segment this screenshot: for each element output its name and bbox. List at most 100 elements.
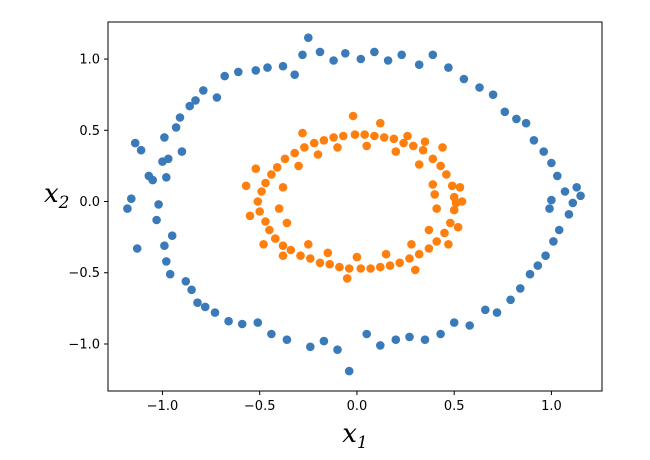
series-1-point-14 [171, 123, 181, 132]
series-2-point-7 [267, 170, 276, 179]
series-1-point-55 [428, 50, 438, 60]
series-1-point-78 [554, 225, 564, 235]
series-1-point-79 [560, 187, 570, 196]
series-2-point-54 [294, 161, 303, 171]
series-2-point-19 [319, 136, 329, 145]
series-1-point-42 [333, 345, 342, 355]
series-1-point-12 [162, 257, 171, 266]
series-1-point-60 [465, 321, 475, 330]
series-2-point-51 [274, 204, 284, 213]
series-2-point-24 [344, 264, 354, 273]
series-2-point-29 [370, 131, 379, 141]
series-1-point-19 [191, 96, 200, 105]
series-1-point-57 [444, 63, 453, 72]
series-2-point-71 [241, 181, 251, 191]
series-1-point-67 [512, 114, 521, 124]
series-2-point-69 [420, 137, 430, 146]
series-1-point-21 [199, 86, 208, 95]
series-1-point-83 [568, 198, 578, 208]
series-2-point-82 [376, 118, 385, 128]
series-1-point-58 [449, 318, 459, 327]
y-tick-label: 0.0 [79, 195, 100, 210]
series-1-point-38 [306, 342, 315, 352]
series-1-point-73 [539, 147, 548, 156]
series-1 [123, 33, 585, 376]
series-1-point-5 [132, 244, 142, 253]
series-1-point-26 [224, 316, 233, 326]
series-2-point-52 [278, 183, 288, 192]
series-2-point-5 [261, 217, 270, 226]
series-1-point-34 [282, 335, 292, 345]
series-1-point-24 [212, 93, 222, 102]
series-2-point-11 [280, 154, 290, 164]
series-1-point-61 [475, 83, 484, 92]
series-2-point-38 [414, 249, 424, 259]
series-1-point-27 [234, 67, 243, 77]
series-2-point-83 [411, 265, 420, 275]
series-1-point-69 [521, 118, 531, 128]
series-1-point-74 [541, 251, 550, 260]
y-tick-label: 0.5 [79, 124, 100, 139]
series-2-point-67 [432, 204, 442, 213]
series-1-point-1 [123, 204, 132, 213]
series-1-point-59 [459, 74, 469, 84]
y-axis-label-subscript: 2 [58, 193, 70, 213]
series-1-point-50 [391, 335, 401, 345]
series-1-point-88 [167, 231, 177, 240]
series-2-point-59 [352, 252, 362, 262]
series-1-point-15 [175, 113, 185, 122]
series-1-point-9 [154, 200, 163, 209]
series-2-point-70 [403, 131, 412, 141]
series-1-point-32 [267, 329, 276, 339]
series-2-point-63 [407, 240, 416, 249]
y-axis-label: x2 [44, 179, 70, 213]
series-2-point-65 [424, 225, 434, 235]
series-2-point-22 [335, 262, 344, 272]
series-2-point-37 [409, 141, 418, 151]
series-2-point-30 [376, 262, 385, 272]
series-1-point-72 [533, 261, 543, 270]
series-1-point-48 [376, 341, 385, 350]
series-2-point-8 [271, 234, 280, 243]
series-2-point-81 [278, 251, 288, 260]
series-1-point-3 [130, 138, 140, 148]
series-2-point-48 [449, 205, 459, 215]
y-tick-label: 1.0 [79, 53, 100, 68]
series-2-point-16 [306, 254, 315, 263]
x-tick-label: −1.0 [147, 399, 179, 414]
series-1-point-39 [315, 47, 325, 57]
x-tick-label: 0.0 [347, 399, 368, 414]
plot-area-frame [107, 21, 603, 392]
series-1-point-82 [576, 191, 585, 201]
series-2-point-28 [366, 264, 375, 273]
series-1-point-53 [414, 60, 424, 69]
series-1-point-16 [181, 277, 191, 286]
series-2-point-26 [356, 264, 366, 273]
series-2-point-9 [272, 163, 282, 172]
series-1-point-29 [251, 66, 261, 75]
series-1-point-47 [370, 47, 379, 57]
series-2-point-39 [418, 145, 428, 155]
series-2-point-77 [453, 222, 463, 232]
series-2-point-72 [245, 211, 255, 221]
series-2-point-27 [360, 130, 370, 139]
series-1-point-80 [564, 210, 574, 219]
series-1-point-63 [488, 90, 498, 99]
y-axis-label-base: x [44, 179, 59, 209]
y-tick-label: −0.5 [68, 266, 100, 281]
y-tick-label: −1.0 [68, 337, 100, 352]
series-2-point-55 [304, 240, 313, 249]
series-2-point-60 [362, 141, 372, 151]
series-2-point-32 [385, 261, 395, 270]
x-tick-label: 0.5 [444, 399, 465, 414]
series-1-point-54 [420, 335, 430, 345]
series-1-point-11 [162, 173, 171, 182]
series-2-point-80 [342, 274, 352, 283]
series-1-point-20 [193, 298, 202, 308]
series-2-point-74 [251, 164, 261, 173]
series-1-point-41 [329, 56, 338, 65]
series-2-point-85 [438, 143, 447, 152]
series-1-point-66 [506, 295, 515, 305]
series-2-point-31 [379, 133, 389, 142]
